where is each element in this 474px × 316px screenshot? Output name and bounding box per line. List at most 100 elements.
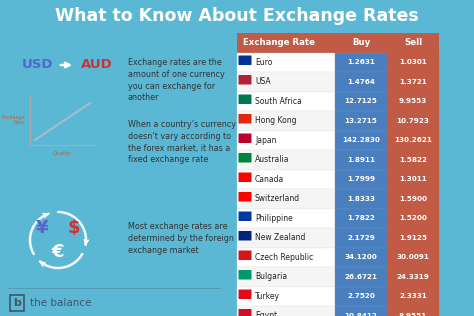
Text: Switzerland: Switzerland [255, 194, 300, 203]
FancyBboxPatch shape [238, 75, 252, 84]
FancyBboxPatch shape [387, 72, 439, 92]
Text: Euro: Euro [255, 58, 273, 67]
Text: 1.4764: 1.4764 [347, 79, 375, 85]
Text: Exchange rates are the
amount of one currency
you can exchange for
another: Exchange rates are the amount of one cur… [128, 58, 225, 102]
Text: Egypt: Egypt [255, 311, 277, 316]
Text: Canada: Canada [255, 175, 284, 184]
Text: 1.7822: 1.7822 [347, 215, 375, 221]
FancyBboxPatch shape [238, 153, 252, 162]
Text: 1.5900: 1.5900 [399, 196, 427, 202]
Text: €: € [52, 243, 64, 261]
FancyBboxPatch shape [237, 52, 335, 72]
FancyBboxPatch shape [387, 169, 439, 189]
FancyBboxPatch shape [335, 169, 387, 189]
Text: 1.3011: 1.3011 [399, 176, 427, 182]
Text: 24.3319: 24.3319 [397, 274, 429, 280]
FancyBboxPatch shape [335, 287, 387, 306]
FancyBboxPatch shape [238, 114, 252, 124]
FancyBboxPatch shape [237, 189, 335, 209]
Text: Quality: Quality [53, 150, 72, 155]
FancyBboxPatch shape [238, 251, 252, 260]
FancyBboxPatch shape [237, 267, 335, 287]
Text: USD: USD [22, 58, 54, 71]
FancyBboxPatch shape [387, 150, 439, 169]
Text: Japan: Japan [255, 136, 276, 145]
Text: 9.9553: 9.9553 [399, 98, 427, 104]
Text: 1.2631: 1.2631 [347, 59, 375, 65]
Text: 10.8412: 10.8412 [345, 313, 377, 316]
FancyBboxPatch shape [238, 133, 252, 143]
FancyBboxPatch shape [335, 228, 387, 247]
Text: When a country’s currency
doesn’t vary according to
the forex market, it has a
f: When a country’s currency doesn’t vary a… [128, 120, 236, 164]
Text: What to Know About Exchange Rates: What to Know About Exchange Rates [55, 7, 419, 25]
Text: b: b [13, 298, 21, 308]
Text: 1.5200: 1.5200 [399, 215, 427, 221]
Text: 1.0301: 1.0301 [399, 59, 427, 65]
FancyBboxPatch shape [387, 131, 439, 150]
FancyBboxPatch shape [335, 111, 387, 131]
Text: 1.8333: 1.8333 [347, 196, 375, 202]
FancyBboxPatch shape [238, 270, 252, 279]
Text: 2.1729: 2.1729 [347, 235, 375, 241]
Text: 13.2715: 13.2715 [345, 118, 377, 124]
Text: 30.0091: 30.0091 [397, 254, 429, 260]
FancyBboxPatch shape [335, 209, 387, 228]
FancyBboxPatch shape [238, 231, 252, 240]
FancyBboxPatch shape [238, 173, 252, 182]
Text: New Zealand: New Zealand [255, 233, 305, 242]
FancyBboxPatch shape [237, 72, 335, 92]
FancyBboxPatch shape [335, 306, 387, 316]
FancyBboxPatch shape [335, 247, 387, 267]
Text: Exchange Rate: Exchange Rate [243, 38, 315, 47]
FancyBboxPatch shape [238, 94, 252, 104]
FancyBboxPatch shape [335, 52, 387, 72]
FancyBboxPatch shape [237, 209, 335, 228]
FancyBboxPatch shape [237, 131, 335, 150]
Text: 8.9551: 8.9551 [399, 313, 427, 316]
Text: Hong Kong: Hong Kong [255, 116, 297, 125]
FancyBboxPatch shape [387, 247, 439, 267]
FancyBboxPatch shape [237, 150, 335, 169]
FancyBboxPatch shape [387, 228, 439, 247]
Text: Buy: Buy [352, 38, 370, 47]
Text: Czech Republic: Czech Republic [255, 253, 313, 262]
Text: 26.6721: 26.6721 [345, 274, 377, 280]
Text: 12.7125: 12.7125 [345, 98, 377, 104]
FancyBboxPatch shape [387, 111, 439, 131]
Text: Most exchange rates are
determined by the foreign
exchange market: Most exchange rates are determined by th… [128, 222, 234, 255]
Text: 1.9125: 1.9125 [399, 235, 427, 241]
FancyBboxPatch shape [237, 169, 335, 189]
FancyBboxPatch shape [237, 306, 335, 316]
FancyBboxPatch shape [238, 289, 252, 299]
Text: 34.1200: 34.1200 [345, 254, 377, 260]
FancyBboxPatch shape [387, 52, 439, 72]
FancyBboxPatch shape [387, 306, 439, 316]
Text: 1.7999: 1.7999 [347, 176, 375, 182]
FancyBboxPatch shape [237, 111, 335, 131]
Text: Exchange
Rate: Exchange Rate [1, 115, 25, 125]
FancyBboxPatch shape [238, 309, 252, 316]
Text: 1.3721: 1.3721 [399, 79, 427, 85]
FancyBboxPatch shape [335, 267, 387, 287]
FancyBboxPatch shape [237, 287, 335, 306]
Text: 1.8911: 1.8911 [347, 157, 375, 163]
FancyBboxPatch shape [335, 131, 387, 150]
Text: 1.5822: 1.5822 [399, 157, 427, 163]
Text: USA: USA [255, 77, 271, 86]
FancyBboxPatch shape [238, 211, 252, 221]
FancyBboxPatch shape [237, 92, 335, 111]
FancyBboxPatch shape [238, 192, 252, 202]
Text: 2.7520: 2.7520 [347, 293, 375, 299]
Text: Australia: Australia [255, 155, 290, 164]
Text: 10.7923: 10.7923 [397, 118, 429, 124]
FancyBboxPatch shape [237, 33, 439, 52]
Text: 2.3331: 2.3331 [399, 293, 427, 299]
Text: AUD: AUD [81, 58, 113, 71]
FancyBboxPatch shape [335, 150, 387, 169]
FancyBboxPatch shape [387, 189, 439, 209]
Text: the balance: the balance [30, 298, 91, 308]
FancyBboxPatch shape [335, 92, 387, 111]
FancyBboxPatch shape [237, 228, 335, 247]
Text: South Africa: South Africa [255, 97, 302, 106]
FancyBboxPatch shape [335, 189, 387, 209]
